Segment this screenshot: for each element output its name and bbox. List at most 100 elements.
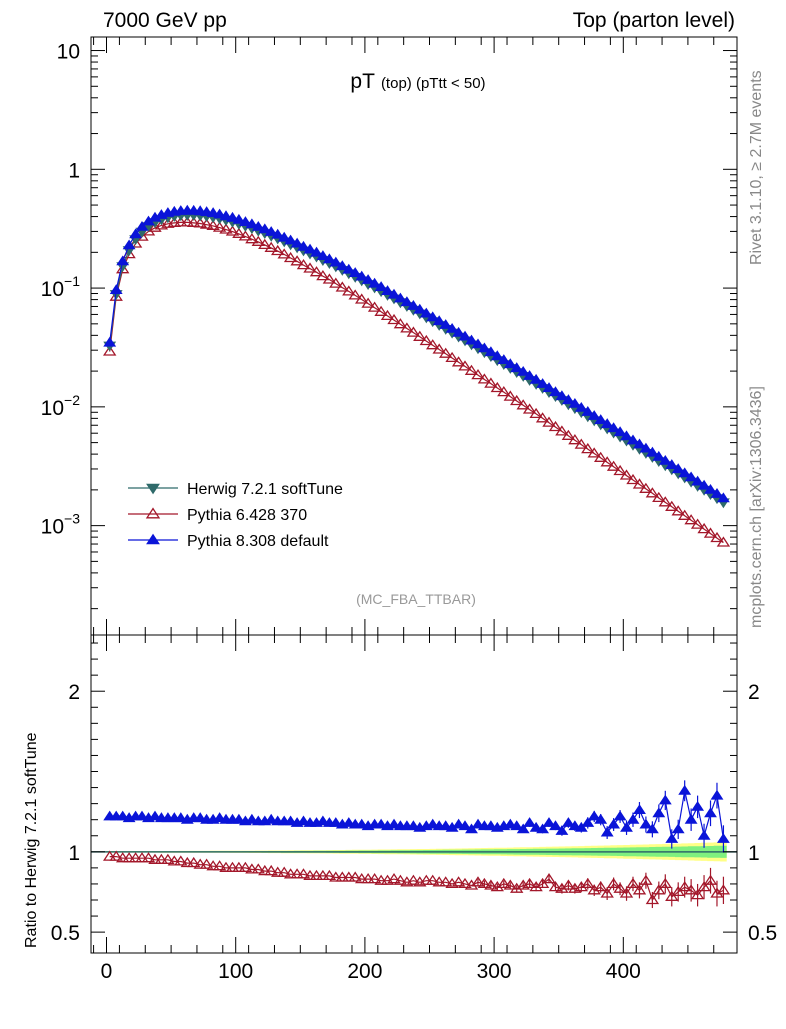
ratio-point-pythia6 <box>374 874 388 885</box>
main-point-pythia8 <box>710 487 724 498</box>
header-right: Top (parton level) <box>573 9 735 32</box>
main-point-pythia8 <box>633 438 646 449</box>
main-point-pythia6 <box>574 438 589 449</box>
ratio-point-pythia8 <box>658 794 672 805</box>
xtick-label: 100 <box>218 960 253 983</box>
main-point-pythia8 <box>245 218 259 229</box>
main-point-pythia6 <box>678 509 692 520</box>
plot-title: pT (top) (pTtt < 50) <box>350 70 485 93</box>
ratio-point-pythia8 <box>536 823 550 834</box>
ratio-point-pythia6 <box>367 873 382 884</box>
main-point-pythia8 <box>523 370 537 380</box>
ratio-point-pythia6 <box>703 874 718 885</box>
main-point-pythia8 <box>103 336 117 347</box>
main-point-pythia8 <box>329 256 343 267</box>
legend-label-2: Pythia 8.308 default <box>187 533 329 550</box>
ratio-point-pythia8 <box>549 820 562 831</box>
main-point-pythia8 <box>561 394 575 405</box>
main-point-pythia6 <box>277 248 291 259</box>
main-ytick-label: 10−3 <box>41 511 81 539</box>
main-point-pythia8 <box>426 311 440 322</box>
ratio-point-pythia6 <box>522 877 537 889</box>
xtick-label: 200 <box>347 960 382 983</box>
ratio-point-pythia6 <box>574 881 589 892</box>
ratio-point-pythia6 <box>361 873 375 884</box>
ratio-point-pythia8 <box>542 817 556 827</box>
main-point-pythia6 <box>348 289 362 300</box>
main-point-pythia6 <box>225 225 240 236</box>
ratio-point-pythia6 <box>477 877 492 889</box>
ratio-point-pythia6 <box>419 874 434 885</box>
main-point-pythia6 <box>361 297 375 308</box>
rivet-label: Rivet 3.1.10, ≥ 2.7M events <box>748 70 765 265</box>
ratio-point-pythia8 <box>639 818 653 829</box>
main-point-pythia6 <box>555 425 569 436</box>
ratio-point-pythia6 <box>122 852 136 863</box>
main-point-pythia8 <box>490 350 504 361</box>
main-point-pythia8 <box>109 284 123 294</box>
main-point-pythia6 <box>232 227 246 238</box>
ratio-point-pythia8 <box>148 810 162 821</box>
ratio-point-pythia6 <box>174 855 188 866</box>
ratio-point-pythia6 <box>710 887 724 898</box>
ratio-point-pythia6 <box>690 889 705 900</box>
ratio-point-pythia6 <box>639 874 653 885</box>
main-point-pythia8 <box>594 414 608 424</box>
main-point-pythia6 <box>115 263 130 274</box>
main-point-pythia6 <box>296 259 311 270</box>
ratio-point-pythia6 <box>225 861 240 872</box>
main-point-pythia8 <box>555 390 569 401</box>
main-point-pythia8 <box>652 450 666 461</box>
main-point-pythia8 <box>574 401 588 412</box>
main-point-pythia6 <box>193 217 207 228</box>
main-point-pythia6 <box>329 277 343 288</box>
ratio-point-pythia6 <box>697 881 711 892</box>
ratio-point-pythia6 <box>264 864 278 876</box>
main-point-pythia6 <box>471 369 485 380</box>
ratio-point-pythia6 <box>251 863 266 874</box>
main-point-pythia6 <box>238 230 253 241</box>
ratio-point-pythia6 <box>219 861 233 872</box>
main-point-pythia8 <box>691 475 705 486</box>
main-point-pythia8 <box>568 397 582 408</box>
ratio-point-pythia6 <box>212 860 227 871</box>
main-line-herwig <box>109 214 724 503</box>
ratio-point-pythia6 <box>626 877 640 889</box>
main-point-pythia8 <box>452 326 466 337</box>
ratio-point-pythia6 <box>677 881 692 892</box>
main-point-pythia8 <box>600 418 614 429</box>
main-point-pythia8 <box>665 459 679 469</box>
ratio-point-pythia6 <box>348 871 362 882</box>
main-point-pythia6 <box>186 216 201 227</box>
ratio-point-pythia8 <box>607 818 621 829</box>
main-point-pythia8 <box>290 237 304 248</box>
main-point-pythia6 <box>367 301 382 312</box>
main-point-pythia8 <box>277 231 291 242</box>
ratio-point-pythia6 <box>186 856 201 868</box>
mcplots-label: mcplots.cern.ch [arXiv:1306.3436] <box>748 386 765 628</box>
main-point-pythia8 <box>607 422 621 433</box>
ratio-point-pythia6 <box>464 879 479 890</box>
main-point-pythia6 <box>180 216 195 227</box>
main-point-pythia6 <box>503 390 517 401</box>
ratio-point-pythia6 <box>393 874 408 885</box>
main-point-pythia8 <box>549 386 562 397</box>
ratio-point-pythia8 <box>620 821 633 832</box>
ratio-point-pythia6 <box>593 881 608 892</box>
main-point-pythia8 <box>213 208 227 219</box>
main-point-pythia8 <box>232 213 246 224</box>
main-point-pythia8 <box>716 492 730 503</box>
main-point-pythia8 <box>471 338 485 349</box>
main-point-pythia8 <box>271 228 285 239</box>
ratio-point-pythia6 <box>316 869 330 881</box>
main-point-pythia6 <box>684 514 698 525</box>
main-point-pythia6 <box>458 360 472 371</box>
legend-marker-2 <box>146 533 160 545</box>
main-point-pythia6 <box>374 305 388 316</box>
main-line-pythia8 <box>109 209 724 499</box>
axes: 10 1 10−1 10−2 10−3 2 2 1 1 0.5 0.5 0 100 200 300 400 <box>41 36 777 983</box>
ratio-point-pythia6 <box>438 876 453 887</box>
main-point-pythia6 <box>199 218 214 229</box>
ratio-point-pythia8 <box>574 821 588 832</box>
main-point-pythia8 <box>122 239 136 250</box>
